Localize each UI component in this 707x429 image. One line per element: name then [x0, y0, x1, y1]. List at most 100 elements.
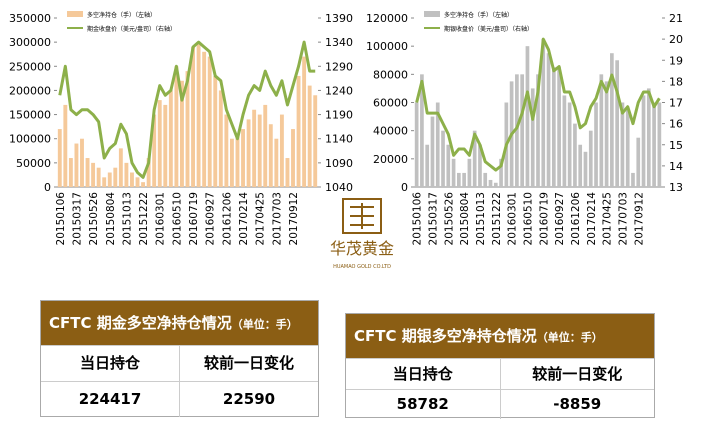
bar: [636, 137, 641, 187]
bar: [302, 56, 307, 187]
cell: 当日持仓: [79, 354, 140, 372]
y2-tick-label: 19: [669, 54, 683, 67]
legend-swatch: [424, 11, 440, 17]
table-row: 224417 22590: [41, 381, 318, 417]
table-header: CFTC 期金多空净持仓情况（单位：手）: [41, 301, 318, 345]
bar: [451, 158, 456, 187]
y2-tick-label: 16: [669, 118, 683, 131]
x-tick-label: 20150526: [88, 192, 100, 246]
bar: [274, 138, 279, 187]
x-tick-label: 20150804: [105, 192, 117, 246]
bar: [252, 109, 257, 187]
logo: 华茂黄金 HUAMAO GOLD CO.LTD: [330, 198, 394, 270]
y-tick-label: 100000: [366, 40, 408, 53]
x-tick-label: 20160301: [507, 192, 519, 245]
bar: [146, 158, 151, 187]
bar: [130, 172, 134, 187]
x-tick-label: 20170912: [633, 192, 645, 245]
bar: [174, 66, 179, 187]
line: [415, 37, 661, 172]
cell: 22590: [179, 382, 318, 417]
x-tick-label: 20151013: [475, 192, 487, 245]
bar: [615, 60, 619, 187]
bar: [263, 104, 268, 187]
x-tick-label: 20170214: [586, 192, 598, 246]
y-tick-label: 150000: [9, 109, 51, 122]
bar: [620, 102, 625, 187]
table-title: CFTC 期金多空净持仓情况: [49, 314, 232, 332]
logo-name: 华茂黄金: [330, 239, 394, 258]
x-tick-label: 20150106: [412, 192, 424, 246]
table-row: 当日持仓 较前一日变化: [41, 345, 318, 381]
x-tick-label: 20150106: [55, 192, 67, 246]
table: CFTC 期银多空净持仓情况（单位：手） 当日持仓 较前一日变化 58782 -88…: [345, 313, 655, 419]
cell: -8859: [499, 390, 655, 419]
bar: [85, 158, 90, 187]
bar: [113, 167, 118, 187]
bar: [652, 102, 656, 187]
bar: [96, 167, 101, 187]
bar: [307, 85, 312, 187]
bar: [425, 144, 430, 187]
y2-tick-label: 1190: [325, 109, 353, 122]
bar: [91, 162, 96, 187]
bar: [168, 90, 173, 187]
bar: [530, 88, 535, 187]
line: [58, 40, 316, 179]
bar: [268, 124, 273, 187]
bar: [457, 172, 461, 187]
bar: [279, 114, 284, 187]
bar: [562, 95, 567, 187]
bar: [441, 130, 445, 187]
y2-tick-label: 1390: [325, 12, 353, 25]
x-tick-label: 20160301: [155, 192, 167, 245]
bar: [525, 46, 530, 187]
table-unit: （单位：手）: [536, 331, 603, 344]
cell: 224417: [78, 390, 142, 408]
bar: [573, 123, 577, 187]
bar: [604, 81, 609, 187]
bar: [641, 95, 646, 187]
bar: [488, 179, 493, 187]
bar: [124, 162, 129, 187]
y2-tick-label: 1340: [325, 36, 353, 49]
bar: [430, 116, 435, 187]
bar: [207, 56, 212, 187]
bar: [557, 67, 561, 187]
y2-tick-label: 1240: [325, 84, 353, 97]
bar: [631, 172, 635, 187]
x-tick-label: 20170425: [602, 192, 614, 245]
bar: [420, 74, 424, 187]
y-tick-label: 0: [401, 181, 408, 194]
x-tick-label: 20170703: [271, 192, 283, 245]
bar: [599, 74, 604, 187]
y-tick-label: 300000: [9, 36, 51, 49]
x-tick-label: 20160927: [205, 192, 217, 245]
bar: [515, 74, 519, 187]
x-tick-label: 20150526: [443, 192, 455, 246]
x-tick-label: 20150317: [427, 192, 439, 245]
y-tick-label: 250000: [9, 60, 51, 73]
bar: [291, 129, 295, 187]
legend-label: 多空净持仓（手）（左轴）: [444, 11, 513, 19]
bar: [180, 80, 184, 187]
bar: [163, 104, 168, 187]
x-tick-label: 20170425: [255, 192, 267, 245]
logo-icon: [350, 203, 374, 229]
bar: [588, 130, 593, 187]
bar: [296, 75, 301, 187]
bar: [520, 74, 525, 187]
bar: [229, 138, 234, 187]
bar: [185, 71, 190, 187]
legend-label: 期金收盘价（美元/盎司）（右轴）: [87, 25, 176, 33]
y2-tick-label: 1290: [325, 60, 353, 73]
bar: [446, 144, 451, 187]
bar: [483, 172, 488, 187]
bar: [546, 53, 551, 188]
y-tick-label: 40000: [373, 125, 408, 138]
bar: [462, 172, 466, 187]
bar: [141, 182, 146, 187]
bar: [499, 158, 503, 187]
bar: [414, 102, 419, 187]
y2-tick-label: 14: [669, 160, 683, 173]
